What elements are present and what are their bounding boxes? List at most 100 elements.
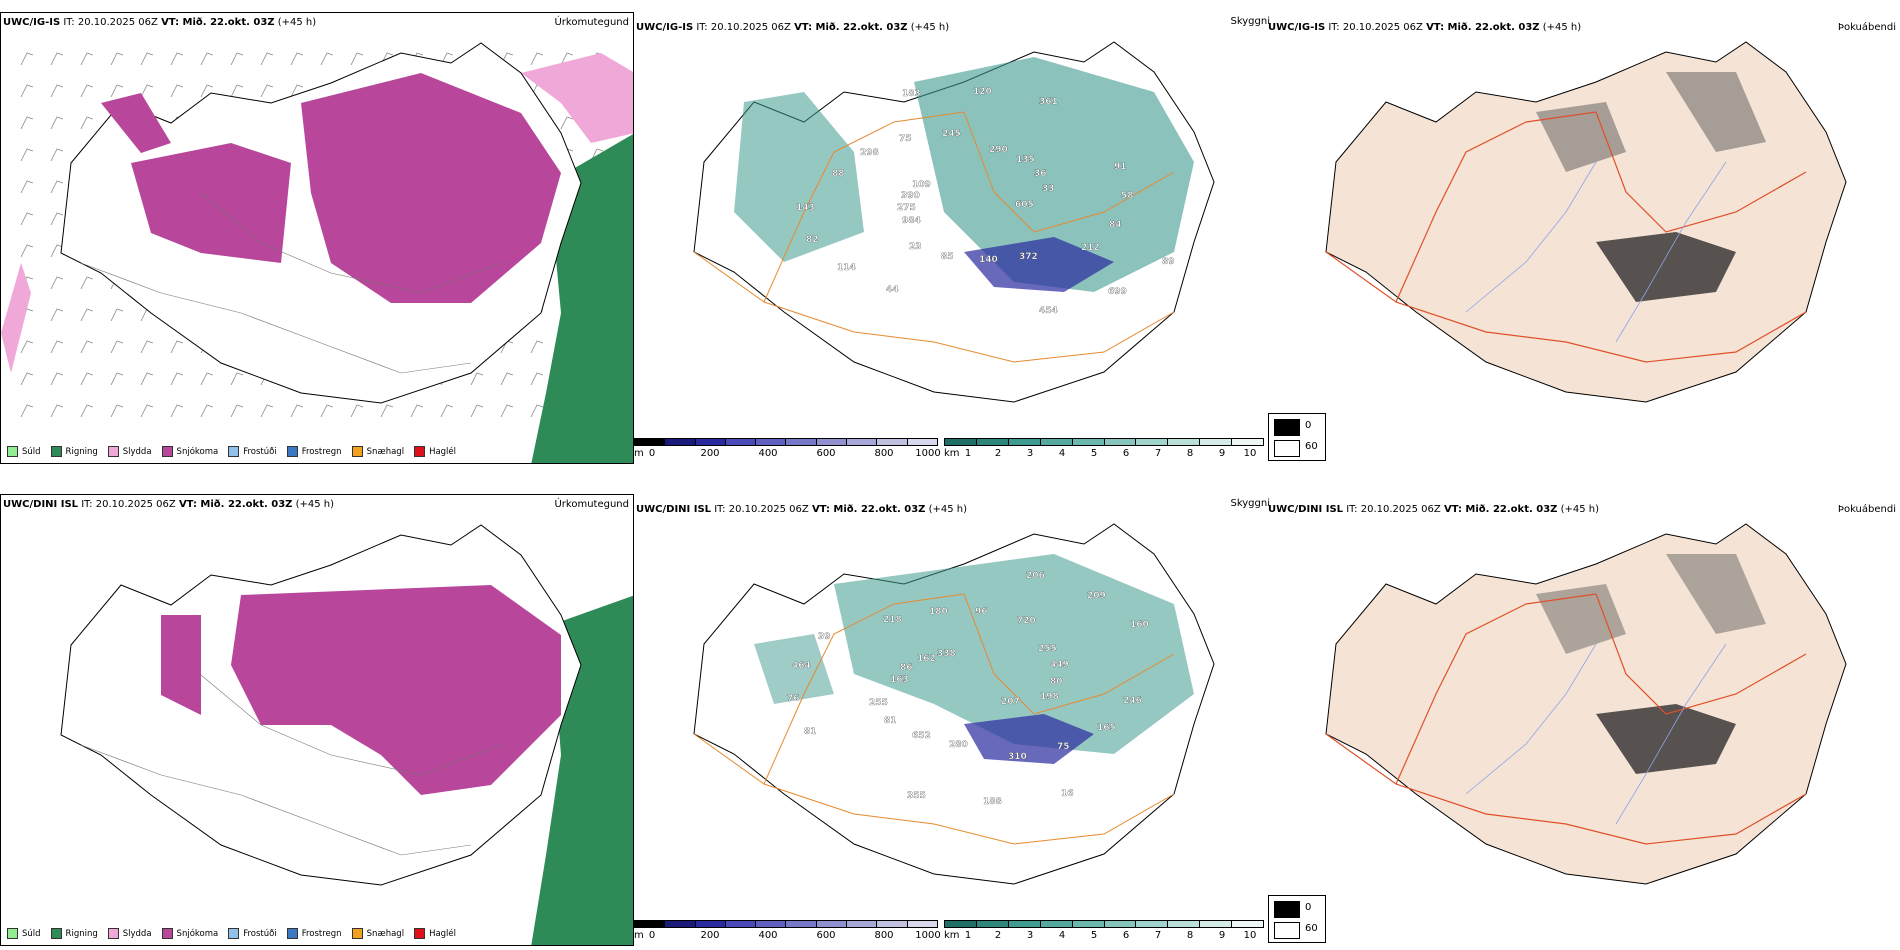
legend-item: Snæhagl	[351, 446, 404, 457]
ceiling-label: 160	[1130, 620, 1149, 630]
ceiling-label: 23	[909, 242, 922, 252]
ceiling-label: 36	[1034, 169, 1047, 179]
wind-barb	[20, 116, 34, 130]
wind-barb	[110, 84, 124, 98]
legend-label: Rigning	[65, 446, 98, 457]
wind-barb	[440, 404, 454, 418]
legend-item: Frostúði	[228, 928, 277, 939]
legend-swatch	[161, 928, 173, 939]
field-name: Skyggni	[1230, 498, 1270, 509]
wind-barb	[110, 372, 124, 386]
precip-map	[1, 42, 633, 463]
roads	[1325, 111, 1807, 363]
it-value: 20.10.2025 06Z	[1342, 22, 1423, 33]
sleet-region-w	[1, 263, 31, 373]
visibility-tick: 1	[964, 448, 972, 459]
it-label: IT:	[696, 22, 708, 33]
wind-barb	[170, 372, 184, 386]
wind-barb	[230, 372, 244, 386]
it-label: IT:	[63, 17, 75, 28]
wind-barb	[50, 52, 64, 66]
legend-label: Slydda	[122, 928, 152, 939]
ceiling-label: 338	[937, 649, 956, 659]
visibility-strip	[944, 438, 1264, 446]
fog-legend-top: 0 60	[1268, 413, 1326, 461]
model-name: UWC/DINI ISL	[1268, 504, 1344, 515]
rivers	[1465, 161, 1727, 343]
legend-swatch	[107, 928, 119, 939]
wind-barb	[20, 180, 34, 194]
ceiling-label: 76	[787, 694, 800, 704]
wind-barb	[500, 404, 514, 418]
ceiling-label: 86	[900, 663, 913, 673]
visibility-tick: 8	[1186, 930, 1194, 941]
ceiling-label: 255	[1038, 644, 1057, 654]
ceiling-tick: 200	[700, 930, 720, 941]
wind-barb	[50, 308, 64, 322]
ceiling-label: 464	[792, 661, 811, 671]
wind-barb	[50, 148, 64, 162]
panel-header: UWC/IG-IS IT: 20.10.2025 06Z VT: Mið. 22…	[636, 22, 949, 34]
visibility-map: 605 984 290 372 88 91 44 183 89 275 135 140 298 58 114…	[693, 41, 1215, 403]
fog-panel-top: UWC/IG-IS IT: 20.10.2025 06Z VT: Mið. 22…	[1266, 12, 1900, 464]
wind-barb	[80, 276, 94, 290]
visibility-tick: 7	[1154, 930, 1162, 941]
ceiling-label: 720	[1017, 616, 1036, 626]
ceiling-tick: 400	[758, 930, 778, 941]
wind-barb	[260, 404, 274, 418]
legend-swatch	[414, 446, 426, 457]
wind-barb	[20, 52, 34, 66]
wind-barb	[200, 52, 214, 66]
wind-barb	[50, 116, 64, 130]
ceiling-tick: 1000	[915, 930, 941, 941]
ceiling-tick: 0	[648, 448, 656, 459]
wind-barb	[50, 244, 64, 258]
ceiling-label: 82	[806, 235, 819, 245]
visibility-panel-top: UWC/IG-IS IT: 20.10.2025 06Z VT: Mið. 22…	[634, 12, 1270, 464]
fog-map	[1325, 523, 1847, 885]
ceiling-label: 454	[1039, 306, 1058, 316]
ceiling-label: 88	[832, 169, 845, 179]
ceiling-label: 361	[1039, 97, 1058, 107]
visibility-strip	[944, 920, 1264, 928]
ceiling-label: 16	[1061, 789, 1074, 799]
wind-barb	[530, 52, 544, 66]
legend-item: Súld	[7, 446, 41, 457]
ceiling-label: 81	[804, 727, 817, 737]
legend-item: Súld	[7, 928, 41, 939]
visibility-tick: 7	[1154, 448, 1162, 459]
wind-barb	[50, 372, 64, 386]
wind-barb	[140, 84, 154, 98]
visibility-tick: 3	[1026, 930, 1034, 941]
wind-barb	[290, 404, 304, 418]
lead-time: (+45 h)	[910, 22, 950, 33]
legend-swatch	[351, 446, 363, 457]
wind-barb	[470, 372, 484, 386]
visibility-tick: 3	[1026, 448, 1034, 459]
legend-label: Frostúði	[243, 928, 277, 939]
wind-barb	[470, 404, 484, 418]
ceiling-label: 114	[837, 263, 856, 273]
fog-dense-3	[1666, 554, 1766, 634]
field-name: Þokuábendi	[1837, 504, 1896, 515]
wind-barb	[590, 148, 604, 162]
legend-swatch	[228, 446, 240, 457]
legend-item: Haglél	[414, 928, 456, 939]
ceiling-label: 162	[917, 654, 936, 664]
legend-item: Frostregn	[286, 446, 342, 457]
low-vis-region-1	[734, 92, 864, 262]
legend-swatch	[161, 446, 173, 457]
wind-barb	[80, 52, 94, 66]
ceiling-label: 33	[1042, 184, 1055, 194]
wind-barb	[110, 52, 124, 66]
ceiling-label: 58	[1121, 191, 1134, 201]
ceiling-label: 449	[1050, 660, 1069, 670]
wind-barb	[170, 84, 184, 98]
snow-region-1	[231, 585, 561, 795]
it-value: 20.10.2025 06Z	[77, 17, 158, 28]
legend-item: Snjókoma	[161, 928, 218, 939]
ceiling-label: 135	[1016, 155, 1035, 165]
snow-region-1	[131, 143, 291, 263]
legend-swatch	[286, 928, 298, 939]
visibility-tick: 8	[1186, 448, 1194, 459]
